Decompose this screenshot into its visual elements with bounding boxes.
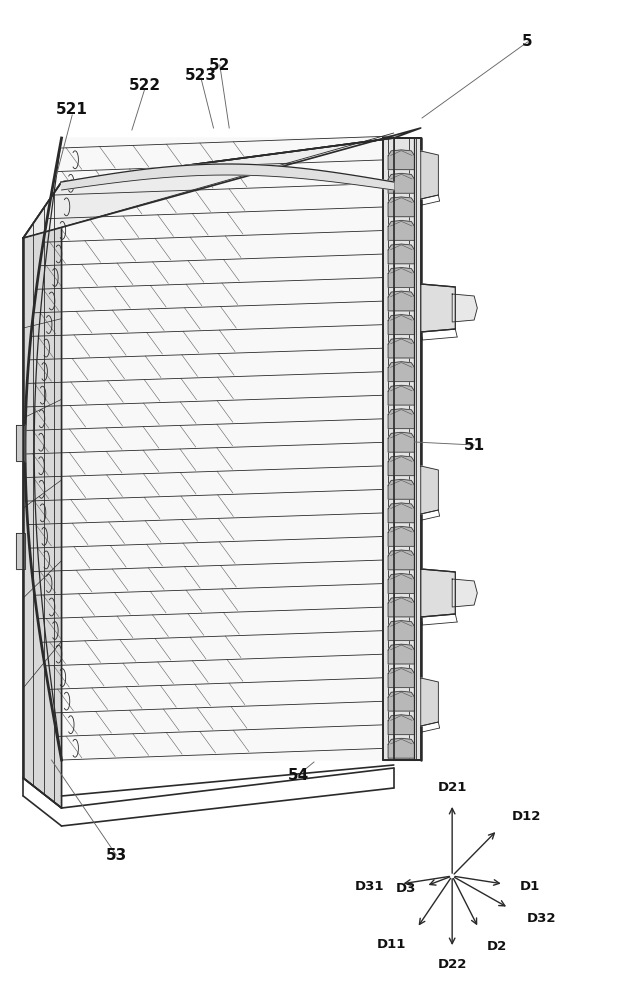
Text: D3: D3 [396, 883, 416, 896]
Text: 523: 523 [185, 68, 217, 83]
Polygon shape [452, 294, 477, 322]
Polygon shape [388, 291, 414, 311]
Polygon shape [388, 220, 414, 240]
Polygon shape [388, 315, 414, 334]
Polygon shape [388, 338, 414, 358]
Polygon shape [62, 164, 394, 190]
Text: D22: D22 [438, 958, 467, 971]
Text: D21: D21 [438, 781, 467, 794]
Text: 54: 54 [288, 768, 309, 782]
Text: D2: D2 [487, 940, 507, 952]
Polygon shape [25, 138, 394, 760]
Text: D1: D1 [520, 880, 540, 893]
Polygon shape [388, 715, 414, 735]
Polygon shape [388, 150, 414, 170]
Polygon shape [452, 579, 477, 607]
Polygon shape [421, 284, 455, 332]
Polygon shape [421, 569, 455, 617]
Polygon shape [388, 550, 414, 570]
Polygon shape [421, 466, 438, 514]
Polygon shape [16, 533, 25, 569]
Polygon shape [388, 173, 414, 193]
Polygon shape [388, 597, 414, 617]
Polygon shape [421, 151, 438, 199]
Polygon shape [388, 621, 414, 640]
Polygon shape [388, 456, 414, 476]
Polygon shape [383, 138, 421, 760]
Text: D11: D11 [376, 938, 406, 950]
Text: 5: 5 [522, 34, 533, 49]
Polygon shape [388, 526, 414, 546]
Text: D31: D31 [355, 880, 384, 893]
Polygon shape [388, 503, 414, 523]
Polygon shape [388, 409, 414, 429]
Text: 53: 53 [106, 847, 127, 862]
Polygon shape [388, 738, 414, 758]
Text: D32: D32 [526, 912, 556, 925]
Polygon shape [388, 432, 414, 452]
Polygon shape [388, 362, 414, 382]
Polygon shape [388, 479, 414, 499]
Polygon shape [388, 268, 414, 287]
Polygon shape [388, 644, 414, 664]
Polygon shape [388, 385, 414, 405]
Text: 52: 52 [209, 57, 230, 73]
Polygon shape [388, 244, 414, 264]
Polygon shape [388, 574, 414, 593]
Polygon shape [16, 425, 25, 461]
Text: 521: 521 [57, 103, 88, 117]
Text: 522: 522 [128, 78, 161, 93]
Polygon shape [421, 678, 438, 726]
Text: D12: D12 [512, 810, 541, 822]
Polygon shape [388, 691, 414, 711]
Polygon shape [23, 128, 421, 238]
Polygon shape [388, 197, 414, 217]
Polygon shape [23, 182, 62, 808]
Polygon shape [388, 668, 414, 688]
Text: 51: 51 [463, 438, 485, 453]
